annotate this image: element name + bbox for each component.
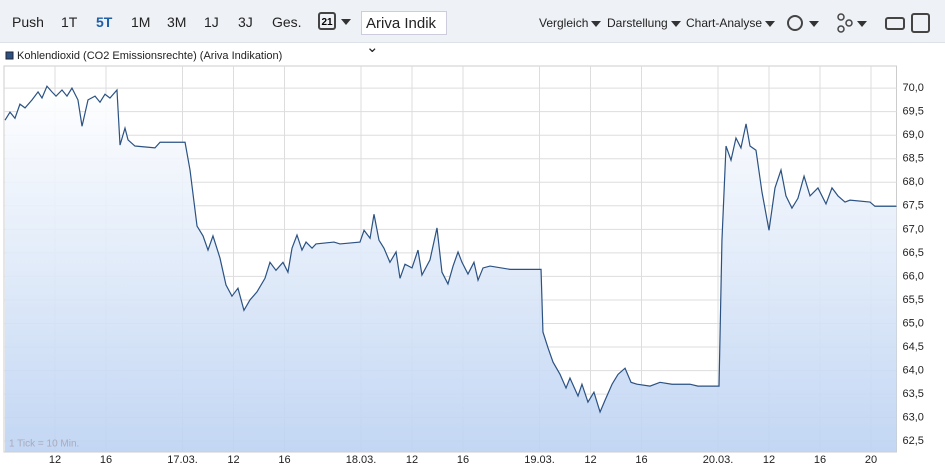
y-tick-label: 68,0: [903, 176, 924, 188]
x-tick-label: 17.03.: [167, 454, 198, 466]
chart: Kohlendioxid (CO2 Emissionsrechte) (Ariv…: [3, 50, 924, 466]
indicator-icon: [845, 19, 853, 27]
print-icon[interactable]: [885, 17, 905, 30]
x-tick-label: 16: [100, 454, 112, 466]
range-button[interactable]: Push: [12, 14, 44, 30]
x-tick-label: 12: [406, 454, 418, 466]
menu-button[interactable]: Vergleich: [539, 16, 601, 30]
y-tick-label: 63,0: [903, 412, 924, 424]
y-tick-label: 69,0: [903, 129, 924, 141]
line: [4, 85, 897, 414]
x-tick-label: 12: [584, 454, 596, 466]
indicator-icon[interactable]: [837, 13, 845, 21]
x-tick-label: 20: [865, 454, 877, 466]
x-tick-label: 20.03.: [703, 454, 734, 466]
y-tick-label: 69,5: [903, 106, 924, 118]
y-tick-label: 63,5: [903, 388, 924, 400]
y-tick-label: 62,5: [903, 435, 924, 447]
range-button[interactable]: 3J: [238, 14, 253, 30]
range-button[interactable]: 3M: [167, 14, 187, 30]
range-button[interactable]: 1J: [204, 14, 219, 30]
range-button[interactable]: Ges.: [272, 14, 302, 30]
x-tick-label: 19.03.: [524, 454, 555, 466]
y-tick-label: 66,5: [903, 247, 924, 259]
y-tick-label: 65,5: [903, 294, 924, 306]
y-tick-label: 65,0: [903, 317, 924, 329]
x-tick-label: 16: [814, 454, 826, 466]
range-button[interactable]: 5T: [96, 14, 113, 30]
y-tick-label: 67,0: [903, 223, 924, 235]
y-tick-label: 70,0: [903, 82, 924, 94]
y-tick-label: 64,0: [903, 364, 924, 376]
caret: [809, 21, 819, 27]
source-label: Ariva Indik: [366, 15, 437, 32]
calendar-button[interactable]: 21: [318, 12, 336, 30]
y-tick-label: 67,5: [903, 200, 924, 212]
save-icon[interactable]: [911, 13, 930, 33]
y-tick-label: 66,0: [903, 270, 924, 282]
x-tick-label: 12: [49, 454, 61, 466]
range-button[interactable]: 1T: [61, 14, 78, 30]
menu-button[interactable]: Chart-Analyse: [686, 16, 775, 30]
x-tick-label: 12: [763, 454, 775, 466]
x-tick-label: 16: [278, 454, 290, 466]
toolbar: 21 Ariva Indik ⌄ Push 1T 5T 1M 3M 1J 3J Ges. Ver…: [0, 0, 945, 56]
settings-icon[interactable]: [787, 15, 803, 31]
x-tick-label: 16: [635, 454, 647, 466]
toolbar-icons: [787, 13, 930, 33]
area: [5, 86, 897, 453]
x-tick-label: 12: [227, 454, 239, 466]
x-tick-label: 18.03.: [346, 454, 377, 466]
legend-label: Kohlendioxid (CO2 Emissionsrechte) (Ariv…: [17, 50, 282, 62]
calendar-caret[interactable]: [341, 19, 351, 25]
x-tick-label: 16: [457, 454, 469, 466]
legend-swatch: [5, 51, 14, 60]
annotation: 1 Tick = 10 Min.: [9, 439, 79, 450]
caret: [857, 21, 867, 27]
y-tick-label: 68,5: [903, 153, 924, 165]
range-button[interactable]: 1M: [131, 14, 151, 30]
y-tick-label: 64,5: [903, 341, 924, 353]
indicator-icon: [837, 25, 845, 33]
menu-button[interactable]: Darstellung: [607, 16, 681, 30]
source-select[interactable]: Ariva Indik ⌄: [361, 11, 447, 56]
